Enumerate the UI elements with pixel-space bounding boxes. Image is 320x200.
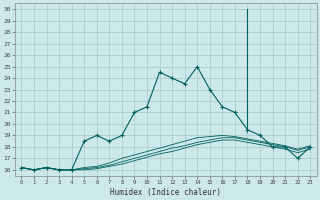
X-axis label: Humidex (Indice chaleur): Humidex (Indice chaleur) — [110, 188, 221, 197]
